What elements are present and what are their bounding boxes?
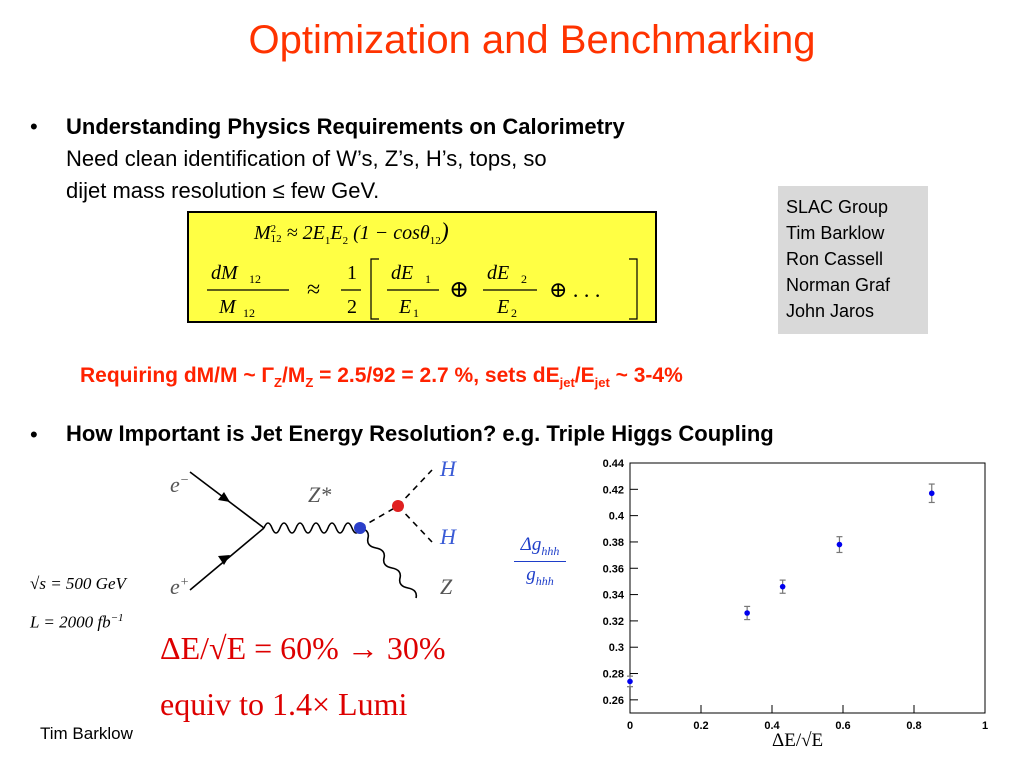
y-tick-label: 0.36 xyxy=(603,563,624,575)
svg-text:≈: ≈ xyxy=(307,277,320,303)
result-lumi-equiv: equiv to 1.4× Lumi xyxy=(160,686,408,722)
x-tick-label: 0.8 xyxy=(906,720,921,732)
svg-text:Z*: Z* xyxy=(308,482,331,507)
y-tick-label: 0.26 xyxy=(603,695,624,707)
svg-text:Z: Z xyxy=(440,574,453,599)
svg-text:2: 2 xyxy=(511,306,517,320)
higgs-line-2 xyxy=(397,505,433,543)
param-sqrt-s: √s = 500 GeV xyxy=(30,574,126,593)
data-point xyxy=(928,490,935,497)
svg-text:M: M xyxy=(218,296,237,318)
svg-text:dE: dE xyxy=(391,262,413,284)
x-tick-label: 1 xyxy=(982,720,988,732)
data-point xyxy=(627,678,633,685)
credit-line: Tim Barklow xyxy=(786,223,885,243)
x-tick-label: 0.4 xyxy=(764,720,780,732)
requirement-text: Requiring dM/M ~ ΓZ/MZ = 2.5/92 = 2.7 %,… xyxy=(80,364,683,391)
formula-mass-squared: M 2 12 ≈ 2E1E2 (1 − cosθ12) xyxy=(254,219,449,247)
svg-text:1: 1 xyxy=(413,306,419,320)
bullet-marker: • xyxy=(30,422,38,447)
svg-text:2: 2 xyxy=(347,296,357,318)
feynman-diagram: e− e+ Z* H H Z xyxy=(170,456,457,599)
x-tick-label: 0 xyxy=(627,720,633,732)
result-resolution: ΔE/√E = 60% → 30% xyxy=(160,630,446,666)
credit-line: Ron Cassell xyxy=(786,249,884,269)
y-tick-label: 0.32 xyxy=(603,616,624,628)
svg-text:⊕: ⊕ xyxy=(449,277,469,303)
x-tick-label: 0.6 xyxy=(835,720,850,732)
credit-line: John Jaros xyxy=(786,301,875,321)
bullet-2-heading: How Important is Jet Energy Resolution? … xyxy=(66,421,774,446)
svg-text:e−: e− xyxy=(170,472,189,497)
zzh-vertex xyxy=(354,522,366,534)
svg-text:H: H xyxy=(439,524,457,549)
y-tick-label: 0.44 xyxy=(603,458,625,470)
svg-text:2: 2 xyxy=(521,272,527,286)
y-tick-label: 0.3 xyxy=(609,642,624,654)
svg-text:E: E xyxy=(398,296,411,318)
credit-line: SLAC Group xyxy=(786,197,889,217)
svg-text:H: H xyxy=(439,456,457,481)
y-tick-label: 0.42 xyxy=(603,484,624,496)
credit-line: Norman Graf xyxy=(786,275,891,295)
y-tick-label: 0.34 xyxy=(603,590,625,602)
arrow-icon xyxy=(218,555,230,565)
chart-xlabel: ΔE/√E xyxy=(772,730,824,751)
svg-text:e+: e+ xyxy=(170,574,189,599)
param-lumi: L = 2000 fb−1 xyxy=(30,612,124,632)
svg-text:dE: dE xyxy=(487,262,509,284)
bullet-1-line-3: dijet mass resolution ≤ few GeV. xyxy=(66,178,380,203)
data-point xyxy=(836,541,843,548)
x-tick-label: 0.2 xyxy=(693,720,708,732)
zstar-propagator xyxy=(263,522,361,534)
higgs-line-1 xyxy=(397,469,433,507)
svg-text:12: 12 xyxy=(243,306,255,320)
svg-text:1: 1 xyxy=(425,272,431,286)
credits-box: SLAC Group Tim Barklow Ron Cassell Norma… xyxy=(778,186,928,334)
svg-text:⊕ . . .: ⊕ . . . xyxy=(549,277,600,302)
chart-ylabel: Δghhh ghhh xyxy=(514,534,566,589)
higgs-propagator xyxy=(359,505,399,529)
bullet-marker: • xyxy=(30,114,38,139)
arrow-icon xyxy=(218,492,230,502)
bullet-1-heading: Understanding Physics Requirements on Ca… xyxy=(66,114,625,139)
y-tick-label: 0.38 xyxy=(603,537,624,549)
y-tick-label: 0.28 xyxy=(603,669,624,681)
bullet-1: Understanding Physics Requirements on Ca… xyxy=(66,111,806,207)
svg-text:E: E xyxy=(496,296,509,318)
slide-title: Optimization and Benchmarking xyxy=(248,18,816,62)
formula-resolution: dM 12 M 12 ≈ 1 2 dE 1 E 1 ⊕ dE 2 E 2 ⊕ .… xyxy=(207,258,638,320)
bullet-1-line-2: Need clean identification of W’s, Z’s, H… xyxy=(66,146,547,171)
data-point xyxy=(744,610,750,616)
svg-text:dM: dM xyxy=(211,262,239,284)
svg-text:1: 1 xyxy=(347,262,357,284)
data-point xyxy=(779,583,786,590)
hhh-vertex xyxy=(392,500,404,512)
footer-author: Tim Barklow xyxy=(40,724,133,743)
scatter-chart: 0.26 0.28 0.3 0.32 0.34 0.36 0.38 0.4 0.42 0.44 0 0… xyxy=(603,458,988,732)
z-boson-line xyxy=(359,527,418,599)
plot-frame xyxy=(629,462,986,714)
svg-text:12: 12 xyxy=(249,272,261,286)
y-tick-label: 0.4 xyxy=(609,511,625,523)
formula-box: M 2 12 ≈ 2E1E2 (1 − cosθ12) dM 12 M 12 ≈ 1… xyxy=(187,211,657,323)
